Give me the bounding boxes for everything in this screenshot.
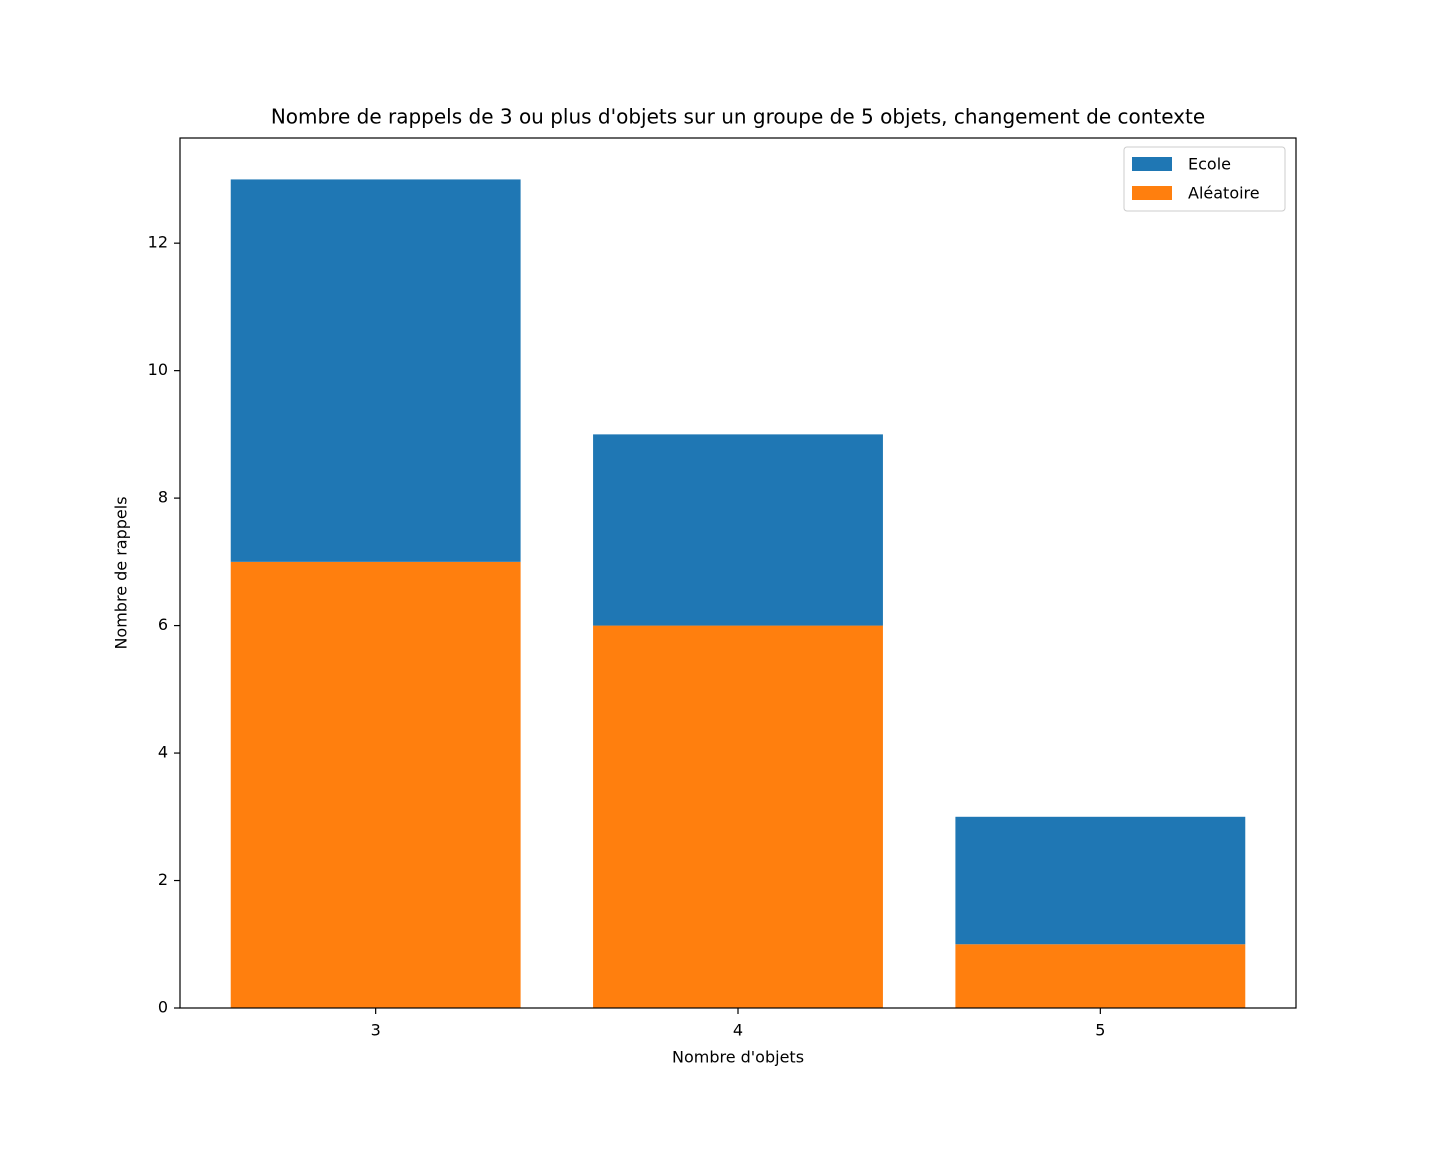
x-tick-label: 5 xyxy=(1095,1021,1105,1040)
legend-label: Aléatoire xyxy=(1188,184,1260,203)
bar-segment xyxy=(230,179,521,562)
bar-segment xyxy=(593,434,883,626)
y-tick-label: 6 xyxy=(158,615,168,634)
x-tick-label: 4 xyxy=(733,1021,743,1040)
bar-segment xyxy=(230,561,521,1008)
y-tick-label: 2 xyxy=(158,870,168,889)
legend-swatch xyxy=(1132,186,1172,200)
legend-swatch xyxy=(1132,157,1172,171)
bar-segment xyxy=(955,944,1246,1008)
y-tick-label: 4 xyxy=(158,743,168,762)
x-axis-label: Nombre d'objets xyxy=(672,1048,804,1067)
chart-title: Nombre de rappels de 3 ou plus d'objets … xyxy=(271,105,1205,129)
y-tick-label: 0 xyxy=(158,998,168,1017)
x-tick-label: 3 xyxy=(371,1021,381,1040)
y-tick-label: 12 xyxy=(148,233,168,252)
y-tick-label: 8 xyxy=(158,488,168,507)
y-tick-label: 10 xyxy=(148,360,168,379)
bar-segment xyxy=(955,816,1246,945)
bar-segment xyxy=(593,625,883,1008)
y-axis-label: Nombre de rappels xyxy=(112,496,131,649)
legend-label: Ecole xyxy=(1188,155,1231,174)
